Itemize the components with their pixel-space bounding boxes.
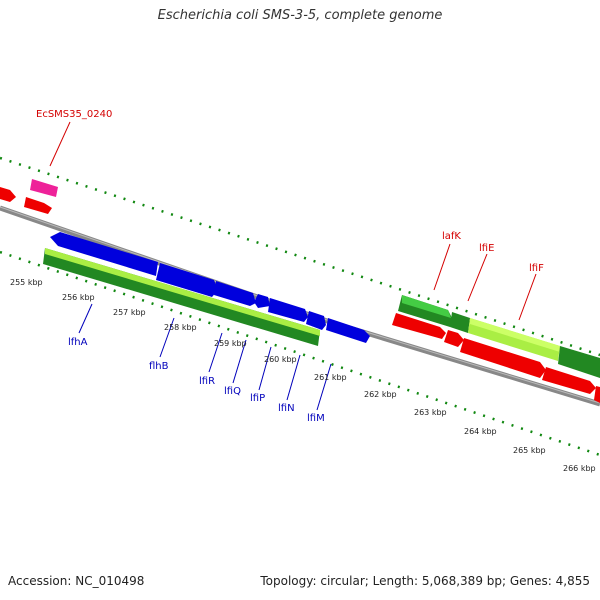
pointer-line-lafK: [433, 243, 451, 291]
blue-gene-6: [306, 311, 326, 330]
gene-red-left-1: [0, 187, 16, 202]
red-gene-r5: [594, 386, 600, 403]
gene-magenta: [30, 179, 58, 197]
tick-label: 257 kbp: [113, 308, 146, 317]
label-lfiN: lfiN: [278, 403, 295, 414]
tick-label: 260 kbp: [264, 355, 297, 364]
pointer-line-lfiN: [286, 354, 301, 401]
blue-gene-5: [268, 298, 308, 322]
pointer-line-lfiR: [208, 332, 223, 373]
blue-gene-7: [326, 318, 370, 343]
tick-label: 258 kbp: [164, 323, 197, 332]
green-gene-right: [558, 346, 600, 378]
tick-label: 264 kbp: [464, 427, 497, 436]
tick-label: 265 kbp: [513, 446, 546, 455]
pointer-line-lfiP: [258, 346, 272, 391]
label-EcSMS35_0240: EcSMS35_0240: [36, 109, 112, 120]
pointer-line-lfhA: [78, 303, 93, 334]
label-lfiP: lfiP: [250, 393, 265, 404]
gene-red-left-2: [24, 197, 52, 214]
map-title: Escherichia coli SMS-3-5, complete genom…: [157, 8, 443, 23]
label-lfiM: lfiM: [307, 413, 325, 424]
label-flhB: flhB: [149, 361, 169, 372]
blue-gene-2: [156, 263, 218, 297]
red-gene-r2: [444, 330, 464, 347]
label-lfiE: lfiE: [479, 243, 494, 254]
topology-text: Topology: circular; Length: 5,068,389 bp…: [260, 574, 590, 588]
green-gene-lfiE: [450, 312, 470, 333]
blue-gene-3: [214, 281, 256, 306]
tick-label: 266 kbp: [563, 464, 596, 473]
red-gene-r4: [542, 367, 596, 394]
tick-label: 261 kbp: [314, 373, 347, 382]
accession-text: Accession: NC_010498: [8, 574, 145, 588]
label-lfiR: lfiR: [199, 376, 215, 387]
pointer-line-lfiE: [467, 253, 488, 302]
label-lfiF: lfiF: [529, 263, 544, 274]
pointer-line-lfiQ: [232, 339, 247, 384]
blue-gene-1: [50, 232, 158, 276]
tick-label: 259 kbp: [214, 339, 247, 348]
tick-label: 262 kbp: [364, 390, 397, 399]
pointer-line-EcSMS35_0240: [49, 121, 71, 167]
label-lafK: lafK: [442, 231, 461, 242]
genome-backbone: [0, 205, 600, 407]
tick-label: 255 kbp: [10, 278, 43, 287]
pointer-line-lfiF: [518, 273, 537, 321]
red-gene-r1: [392, 313, 446, 339]
red-gene-r3: [460, 338, 546, 378]
label-lfiQ: lfiQ: [224, 386, 241, 397]
pointer-line-lfiM: [316, 363, 332, 411]
tick-label: 263 kbp: [414, 408, 447, 417]
pointer-line-flhB: [159, 317, 175, 358]
blue-gene-4: [254, 294, 270, 308]
tick-label: 256 kbp: [62, 293, 95, 302]
label-lfhA: lfhA: [68, 337, 88, 348]
